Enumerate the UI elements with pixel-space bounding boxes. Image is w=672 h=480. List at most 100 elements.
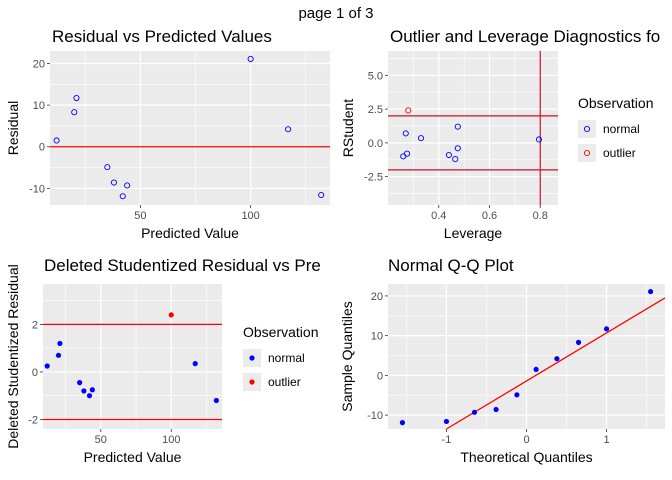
y-axis-label: Residual xyxy=(5,101,21,155)
y-tick-label: 2 xyxy=(32,319,38,331)
y-tick-label: 0 xyxy=(377,370,383,382)
data-point xyxy=(454,145,461,152)
data-point xyxy=(318,191,325,199)
y-tick-label: 5.0 xyxy=(368,70,383,82)
data-point xyxy=(168,312,174,318)
panel-background xyxy=(50,51,330,205)
data-point xyxy=(535,136,543,143)
data-point xyxy=(119,193,126,200)
panel-title: Outlier and Leverage Diagnostics fo xyxy=(390,27,660,46)
data-point xyxy=(124,182,131,189)
legend-label: outlier xyxy=(603,146,636,160)
x-axis-label: Predicted Value xyxy=(84,449,182,465)
data-point xyxy=(647,288,654,295)
chart-panel-p3: 50 100 -2 0 2 Deleted Studentized Residual vs… xyxy=(5,256,321,465)
data-point xyxy=(445,151,452,159)
data-point xyxy=(452,156,459,163)
x-axis-label: Predicted Value xyxy=(141,225,239,241)
legend-key-background xyxy=(578,144,596,162)
data-point xyxy=(454,123,461,130)
legend-key-outlier xyxy=(583,149,591,157)
y-tick-label: 0.0 xyxy=(368,138,383,150)
y-tick-label: 10 xyxy=(371,331,383,343)
chart-panel-p2: 0.4 0.6 0.8 -2.5 0.0 2.5 5.0 Outlier and Levera… xyxy=(340,27,660,241)
data-point xyxy=(405,107,412,114)
y-tick-label: -2 xyxy=(28,414,38,426)
x-tick-label: -1 xyxy=(442,434,452,446)
legend: Observation normal outlier xyxy=(243,324,318,391)
y-tick-label: 20 xyxy=(371,291,383,303)
y-axis-label: Sample Quantiles xyxy=(339,301,355,412)
data-point xyxy=(514,392,520,398)
y-tick-label: 2.5 xyxy=(368,104,383,116)
x-tick-label: 1 xyxy=(603,434,609,446)
data-point xyxy=(493,406,499,413)
data-point xyxy=(55,352,62,358)
data-point xyxy=(192,361,198,367)
data-point xyxy=(533,366,539,373)
panel-title: Normal Q-Q Plot xyxy=(388,256,514,275)
legend-key-normal xyxy=(583,125,591,133)
legend-label: outlier xyxy=(268,375,301,389)
data-point xyxy=(73,94,80,102)
x-tick-label: 0.8 xyxy=(533,210,548,222)
data-point xyxy=(399,420,406,426)
data-point xyxy=(247,55,254,62)
data-point xyxy=(81,388,87,394)
panel-background xyxy=(43,284,222,429)
y-tick-label: -10 xyxy=(367,410,383,422)
data-point xyxy=(417,135,425,142)
data-point xyxy=(104,164,111,171)
x-axis-label: Theoretical Quantiles xyxy=(460,449,592,465)
legend-key-outlier xyxy=(249,379,255,385)
x-axis-label: Leverage xyxy=(444,225,503,241)
data-point xyxy=(603,326,610,332)
legend-title: Observation xyxy=(243,324,318,340)
page-title: page 1 of 3 xyxy=(298,5,373,22)
legend-label: normal xyxy=(268,351,305,365)
legend: Observation normal outlier xyxy=(578,95,653,162)
panel-title: Residual vs Predicted Values xyxy=(52,27,272,46)
x-tick-label: 100 xyxy=(241,210,259,222)
x-tick-label: 100 xyxy=(162,434,180,446)
legend-key-normal xyxy=(249,355,255,361)
y-tick-label: 20 xyxy=(33,58,45,70)
data-point xyxy=(44,363,50,369)
data-point xyxy=(86,393,93,399)
data-point xyxy=(403,150,411,157)
data-point xyxy=(53,137,60,144)
y-tick-label: 0 xyxy=(32,367,38,379)
data-point xyxy=(71,109,78,116)
y-tick-label: -10 xyxy=(29,183,45,195)
x-tick-label: 0.6 xyxy=(482,210,497,222)
y-axis-label: Deleted Studentized Residual xyxy=(5,264,21,448)
chart-panel-p1: 50 100 -10 0 10 20 Residual vs Predicted Value… xyxy=(5,27,330,241)
y-axis-label: RStudent xyxy=(340,99,356,157)
data-point xyxy=(554,356,560,362)
data-point xyxy=(402,130,409,137)
x-tick-label: 50 xyxy=(95,434,107,446)
legend-key-background xyxy=(578,120,596,138)
y-tick-label: -2.5 xyxy=(364,172,383,184)
data-point xyxy=(285,126,292,133)
data-point xyxy=(77,380,83,386)
x-tick-label: 50 xyxy=(134,210,146,222)
data-point xyxy=(110,179,117,186)
y-tick-label: 10 xyxy=(33,100,45,112)
x-tick-label: 0.4 xyxy=(431,210,446,222)
panel-background xyxy=(388,51,558,205)
data-point xyxy=(213,397,219,404)
x-tick-label: 0 xyxy=(523,434,529,446)
panel-title: Deleted Studentized Residual vs Pre xyxy=(44,256,321,275)
data-point xyxy=(89,387,95,393)
data-point xyxy=(471,409,478,415)
legend-title: Observation xyxy=(578,95,653,111)
data-point xyxy=(575,339,582,345)
y-tick-label: 0 xyxy=(39,142,45,154)
qq-reference-line xyxy=(446,297,666,430)
data-point xyxy=(443,418,450,425)
legend-label: normal xyxy=(603,122,640,136)
data-point xyxy=(57,340,63,347)
